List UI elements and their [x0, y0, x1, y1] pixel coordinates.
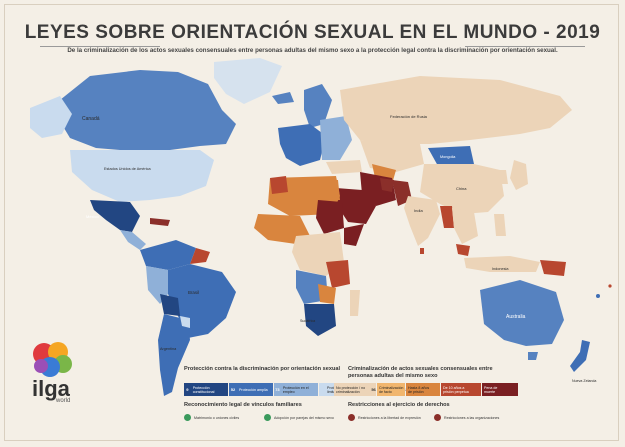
- legend-item-de-facto: Criminalización de facto 2: [377, 383, 408, 396]
- ngo-icon: [434, 414, 441, 421]
- region-sudan: [316, 200, 344, 234]
- map-label-indonesia: Indonesia: [492, 267, 509, 271]
- region-myanmar: [440, 206, 454, 228]
- legend-criminalization-title: Criminalización de actos sexuales consen…: [348, 366, 493, 379]
- region-south-africa: [304, 304, 336, 336]
- map-label-usa: Estados Unidos de América: [104, 167, 152, 171]
- rings-icon: [184, 414, 191, 421]
- region-sri-lanka: [420, 248, 424, 254]
- region-alaska: [30, 96, 72, 138]
- legend-item-expression: Restricciones a la libertad de expresión: [348, 414, 426, 421]
- region-fiji: [596, 294, 600, 298]
- legend-item-adoption: Adopción por parejas del mismo sexo: [264, 414, 336, 421]
- legend-item-death: Pena de muerte: [482, 383, 518, 396]
- region-scandinavia: [304, 84, 332, 128]
- legend-protection-title: Protección contra la discriminación por …: [184, 366, 341, 372]
- map-label-russia: Federación de Rusia: [390, 114, 428, 119]
- region-caribbean: [150, 218, 170, 226]
- title-rule-right: [465, 46, 585, 47]
- title-rule-left: [40, 46, 160, 47]
- region-eastern-europe: [320, 116, 352, 160]
- family-icon: [264, 414, 271, 421]
- region-philippines: [494, 214, 506, 236]
- legend-item-no-criminalization: No protección / no criminalización 56: [334, 383, 376, 396]
- logo-wordmark: ilga: [32, 376, 70, 401]
- map-title: LEYES SOBRE ORIENTACIÓN SEXUAL EN EL MUN…: [24, 22, 601, 43]
- region-zambia: [318, 284, 336, 304]
- map-label-mexico: México: [86, 214, 99, 219]
- region-china: [420, 164, 504, 214]
- map-label-china: China: [456, 186, 467, 191]
- region-egypt: [320, 180, 340, 200]
- legend-family-title: Reconocimiento legal de vínculos familia…: [184, 402, 302, 408]
- region-malaysia: [456, 244, 470, 256]
- region-korea: [498, 170, 508, 184]
- region-mongolia: [428, 146, 474, 166]
- region-afghanistan: [380, 178, 394, 192]
- region-greenland: [214, 58, 282, 104]
- region-indochina: [452, 208, 478, 244]
- region-bolivia: [160, 294, 180, 316]
- legend-item-constitutional: 9 Protección constitucional: [184, 383, 228, 396]
- region-mexico: [90, 200, 140, 232]
- region-samoa: [608, 284, 612, 288]
- map-label-south-africa: Sudáfrica: [300, 319, 315, 323]
- region-japan: [510, 160, 528, 190]
- poster-frame: [4, 4, 619, 441]
- region-central-america: [120, 230, 146, 250]
- map-label-brazil: Brasil: [188, 290, 199, 295]
- legend-item-up-to-8: Hasta 8 años de prisión: [406, 383, 440, 396]
- region-canada: [58, 70, 236, 150]
- region-tanzania: [326, 260, 350, 288]
- region-usa: [70, 150, 214, 202]
- region-tasmania: [528, 352, 538, 360]
- speech-icon: [348, 414, 355, 421]
- map-label-new-zealand: Nueva Zelanda: [572, 379, 596, 383]
- legend-item-ngo: Restricciones a las organizaciones: [434, 414, 518, 421]
- region-australia: [480, 280, 564, 346]
- region-saudi: [336, 188, 376, 224]
- legend-item-broad: 52 Protección amplia: [229, 383, 273, 396]
- logo-subtitle: world: [56, 398, 71, 404]
- map-subtitle: De la criminalización de los actos sexua…: [67, 47, 558, 54]
- region-indonesia: [464, 256, 540, 272]
- map-label-mongolia: Mongolia: [440, 155, 456, 159]
- region-india: [404, 196, 440, 246]
- region-peru: [146, 266, 168, 304]
- region-turkey: [326, 160, 362, 174]
- region-new-zealand: [570, 340, 590, 372]
- region-western-europe: [278, 124, 326, 166]
- region-iceland: [272, 92, 294, 104]
- region-morocco: [270, 176, 288, 194]
- map-label-canada: Canadá: [82, 116, 100, 122]
- map-label-australia: Australia: [506, 314, 526, 320]
- region-argentina: [158, 314, 190, 396]
- region-russia: [340, 76, 572, 144]
- map-label-argentina: Argentina: [160, 347, 177, 351]
- legend-criminalization-row: No protección / no criminalización 56 Cr…: [334, 383, 519, 396]
- region-guyanas: [190, 248, 210, 264]
- region-central-asia: [360, 140, 424, 172]
- legend-restrictions-title: Restricciones al ejercicio de derechos: [348, 402, 450, 408]
- map-label-india: India: [414, 208, 423, 213]
- legend-item-marriage: Matrimonio o uniones civiles: [184, 414, 256, 421]
- region-madagascar: [350, 290, 360, 316]
- legend-item-employment: 73 Protección en el empleo: [274, 383, 318, 396]
- region-somalia: [344, 224, 364, 246]
- ilga-logo-icon: [33, 342, 72, 377]
- region-colombia-venezuela: [140, 240, 196, 270]
- legend-item-10-to-life: De 10 años a prisión perpetua: [441, 383, 481, 396]
- region-paraguay: [180, 316, 190, 328]
- region-png: [540, 260, 566, 276]
